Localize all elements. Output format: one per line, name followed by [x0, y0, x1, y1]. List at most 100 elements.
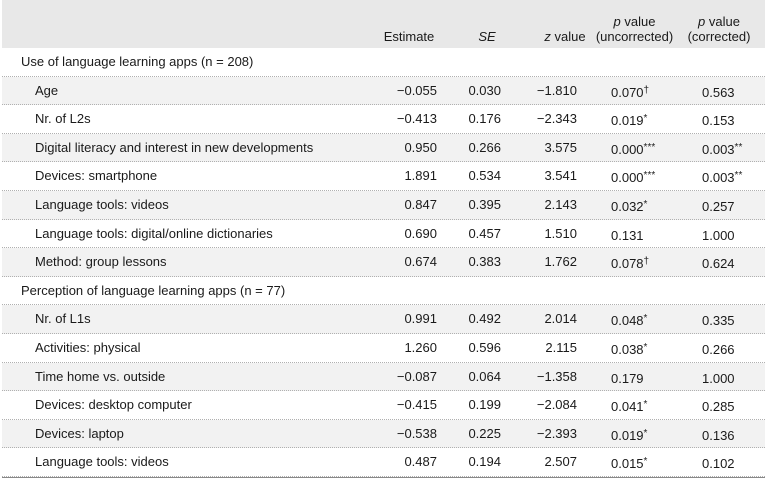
- header-estimate: Estimate: [383, 29, 435, 44]
- row-label: Age: [35, 82, 59, 98]
- section-header-row: Use of language learning apps (n = 208): [2, 48, 765, 77]
- estimate-cell: 1.260: [404, 339, 437, 355]
- table-row: Language tools: videos 0.487 0.194 2.507 0.0…: [2, 448, 765, 477]
- significance-mark: **: [734, 170, 743, 182]
- table-row: Method: group lessons 0.674 0.383 1.762 0.07…: [2, 248, 765, 277]
- significance-mark: *: [643, 427, 648, 439]
- significance-mark: ***: [643, 170, 656, 182]
- estimate-cell: 0.847: [404, 196, 437, 212]
- p-value: 0.257: [702, 198, 735, 214]
- z-value-cell: −2.084: [536, 397, 577, 413]
- p-value: 0.131: [611, 227, 644, 243]
- se-cell: 0.492: [468, 311, 501, 327]
- p-value: 0.019: [611, 113, 644, 129]
- p-value: 0.000: [611, 141, 644, 157]
- se-cell: 0.383: [468, 254, 501, 270]
- significance-mark: †: [643, 256, 650, 268]
- z-value-cell: 2.507: [544, 454, 577, 470]
- p-corrected-cell: 0.624: [702, 248, 762, 276]
- z-value-cell: 3.575: [544, 139, 577, 155]
- significance-mark: *: [643, 198, 648, 210]
- z-value-cell: −1.810: [536, 82, 577, 98]
- p-uncorrected-cell: 0.019*: [611, 105, 671, 133]
- se-cell: 0.457: [468, 225, 501, 241]
- se-cell: 0.030: [468, 82, 501, 98]
- p-corrected-cell: 0.136: [702, 420, 762, 448]
- p-uncorrected-cell: 0.000***: [611, 134, 671, 162]
- z-value-cell: 1.762: [544, 254, 577, 270]
- row-label: Nr. of L1s: [35, 311, 91, 327]
- row-label: Language tools: videos: [35, 454, 169, 470]
- results-table: Estimate SE z value p value (uncorrected…: [2, 0, 765, 478]
- p-value: 0.563: [702, 84, 735, 100]
- row-label: Time home vs. outside: [35, 368, 166, 384]
- p-value: 0.041: [611, 399, 644, 415]
- section-label: Use of language learning apps (n = 208): [21, 54, 254, 69]
- header-p-corrected: p value (corrected): [687, 14, 751, 44]
- p-corrected-cell: 0.335: [702, 305, 762, 333]
- se-cell: 0.194: [468, 454, 501, 470]
- estimate-cell: −0.087: [396, 368, 437, 384]
- table-header: Estimate SE z value p value (uncorrected…: [2, 0, 765, 48]
- p-value: 0.070: [611, 84, 644, 100]
- significance-mark: *: [643, 313, 648, 325]
- bottom-rule: [2, 476, 765, 478]
- row-label: Activities: physical: [35, 339, 141, 355]
- significance-mark: **: [734, 141, 743, 153]
- p-uncorrected-cell: 0.032*: [611, 191, 671, 219]
- p-value: 0.048: [611, 313, 644, 329]
- estimate-cell: −0.055: [396, 82, 437, 98]
- p-value: 0.266: [702, 341, 735, 357]
- table-row: Devices: laptop −0.538 0.225 −2.393 0.019* 0.…: [2, 419, 765, 449]
- p-value: 0.102: [702, 456, 735, 472]
- z-value-cell: 3.541: [544, 168, 577, 184]
- z-value-cell: 2.115: [545, 339, 577, 355]
- se-cell: 0.199: [468, 397, 501, 413]
- se-cell: 0.176: [468, 111, 501, 127]
- table-body: Use of language learning apps (n = 208) A…: [2, 48, 765, 477]
- table-row: Language tools: videos 0.847 0.395 2.143 0.0…: [2, 190, 765, 220]
- z-value-cell: 2.143: [544, 196, 577, 212]
- p-uncorrected-cell: 0.048*: [611, 305, 671, 333]
- p-value: 0.003: [702, 141, 735, 157]
- p-uncorrected-cell: 0.179: [611, 363, 671, 391]
- se-cell: 0.064: [468, 368, 501, 384]
- p-value: 0.000: [611, 170, 644, 186]
- estimate-cell: 0.487: [404, 454, 437, 470]
- header-z-value: z value: [544, 29, 586, 44]
- table-row: Time home vs. outside −0.087 0.064 −1.358 0.…: [2, 362, 765, 392]
- se-cell: 0.266: [468, 139, 501, 155]
- table-row: Language tools: digital/online dictionar…: [2, 220, 765, 249]
- estimate-cell: 0.674: [404, 254, 437, 270]
- p-value: 0.136: [702, 427, 735, 443]
- p-corrected-cell: 0.003**: [702, 162, 762, 190]
- p-value: 1.000: [702, 227, 735, 243]
- table-row: Devices: desktop computer −0.415 0.199 −2.0…: [2, 391, 765, 420]
- p-value: 0.078: [611, 256, 644, 272]
- p-value: 1.000: [702, 370, 735, 386]
- p-corrected-cell: 0.153: [702, 105, 762, 133]
- section-header-row: Perception of language learning apps (n …: [2, 276, 765, 306]
- p-uncorrected-cell: 0.019*: [611, 420, 671, 448]
- p-uncorrected-cell: 0.131: [611, 220, 671, 248]
- row-label: Digital literacy and interest in new dev…: [35, 139, 314, 155]
- p-uncorrected-cell: 0.015*: [611, 448, 671, 476]
- p-uncorrected-cell: 0.000***: [611, 162, 671, 190]
- p-value: 0.038: [611, 341, 644, 357]
- significance-mark: *: [643, 341, 648, 353]
- table-row: Activities: physical 1.260 0.596 2.115 0.038…: [2, 334, 765, 363]
- estimate-cell: 0.991: [404, 311, 437, 327]
- p-value: 0.179: [611, 370, 644, 386]
- estimate-cell: 0.950: [404, 139, 437, 155]
- se-cell: 0.395: [468, 196, 501, 212]
- p-corrected-cell: 0.285: [702, 391, 762, 419]
- p-corrected-cell: 1.000: [702, 363, 762, 391]
- z-value-cell: 1.510: [544, 225, 577, 241]
- table-row: Age −0.055 0.030 −1.810 0.070† 0.563: [2, 76, 765, 106]
- p-uncorrected-cell: 0.070†: [611, 77, 671, 105]
- estimate-cell: 1.891: [404, 168, 437, 184]
- p-value: 0.285: [702, 399, 735, 415]
- estimate-cell: 0.690: [404, 225, 437, 241]
- header-p-uncorrected: p value (uncorrected): [595, 14, 674, 44]
- significance-mark: *: [643, 113, 648, 125]
